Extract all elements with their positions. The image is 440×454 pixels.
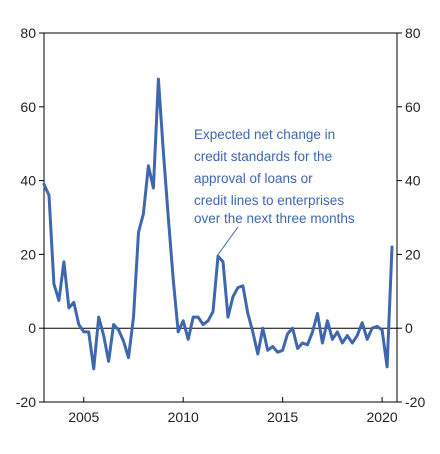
y-tick-label-left: 80 <box>20 25 36 41</box>
y-tick-label-right: 80 <box>405 25 421 41</box>
x-tick-label: 2005 <box>68 409 99 425</box>
plot-frame <box>43 32 398 403</box>
annotation-leader-line <box>216 226 239 257</box>
y-tick-label-left: 60 <box>20 99 36 115</box>
x-tick-label: 2020 <box>367 409 398 425</box>
y-tick-label-right: 40 <box>405 173 421 189</box>
x-tick-label: 2015 <box>267 409 298 425</box>
annotation-text: Expected net change in credit standards … <box>194 127 355 226</box>
y-tick-label-right: 60 <box>405 99 421 115</box>
y-tick-label-right: -20 <box>405 394 425 410</box>
y-tick-label-right: 0 <box>405 320 413 336</box>
y-tick-label-left: 20 <box>20 246 36 262</box>
series-line <box>42 77 394 371</box>
y-tick-label-left: -20 <box>16 394 36 410</box>
x-tick-label: 2010 <box>168 409 199 425</box>
y-tick-label-left: 0 <box>28 320 36 336</box>
y-tick-label-right: 20 <box>405 246 421 262</box>
y-tick-label-left: 40 <box>20 173 36 189</box>
